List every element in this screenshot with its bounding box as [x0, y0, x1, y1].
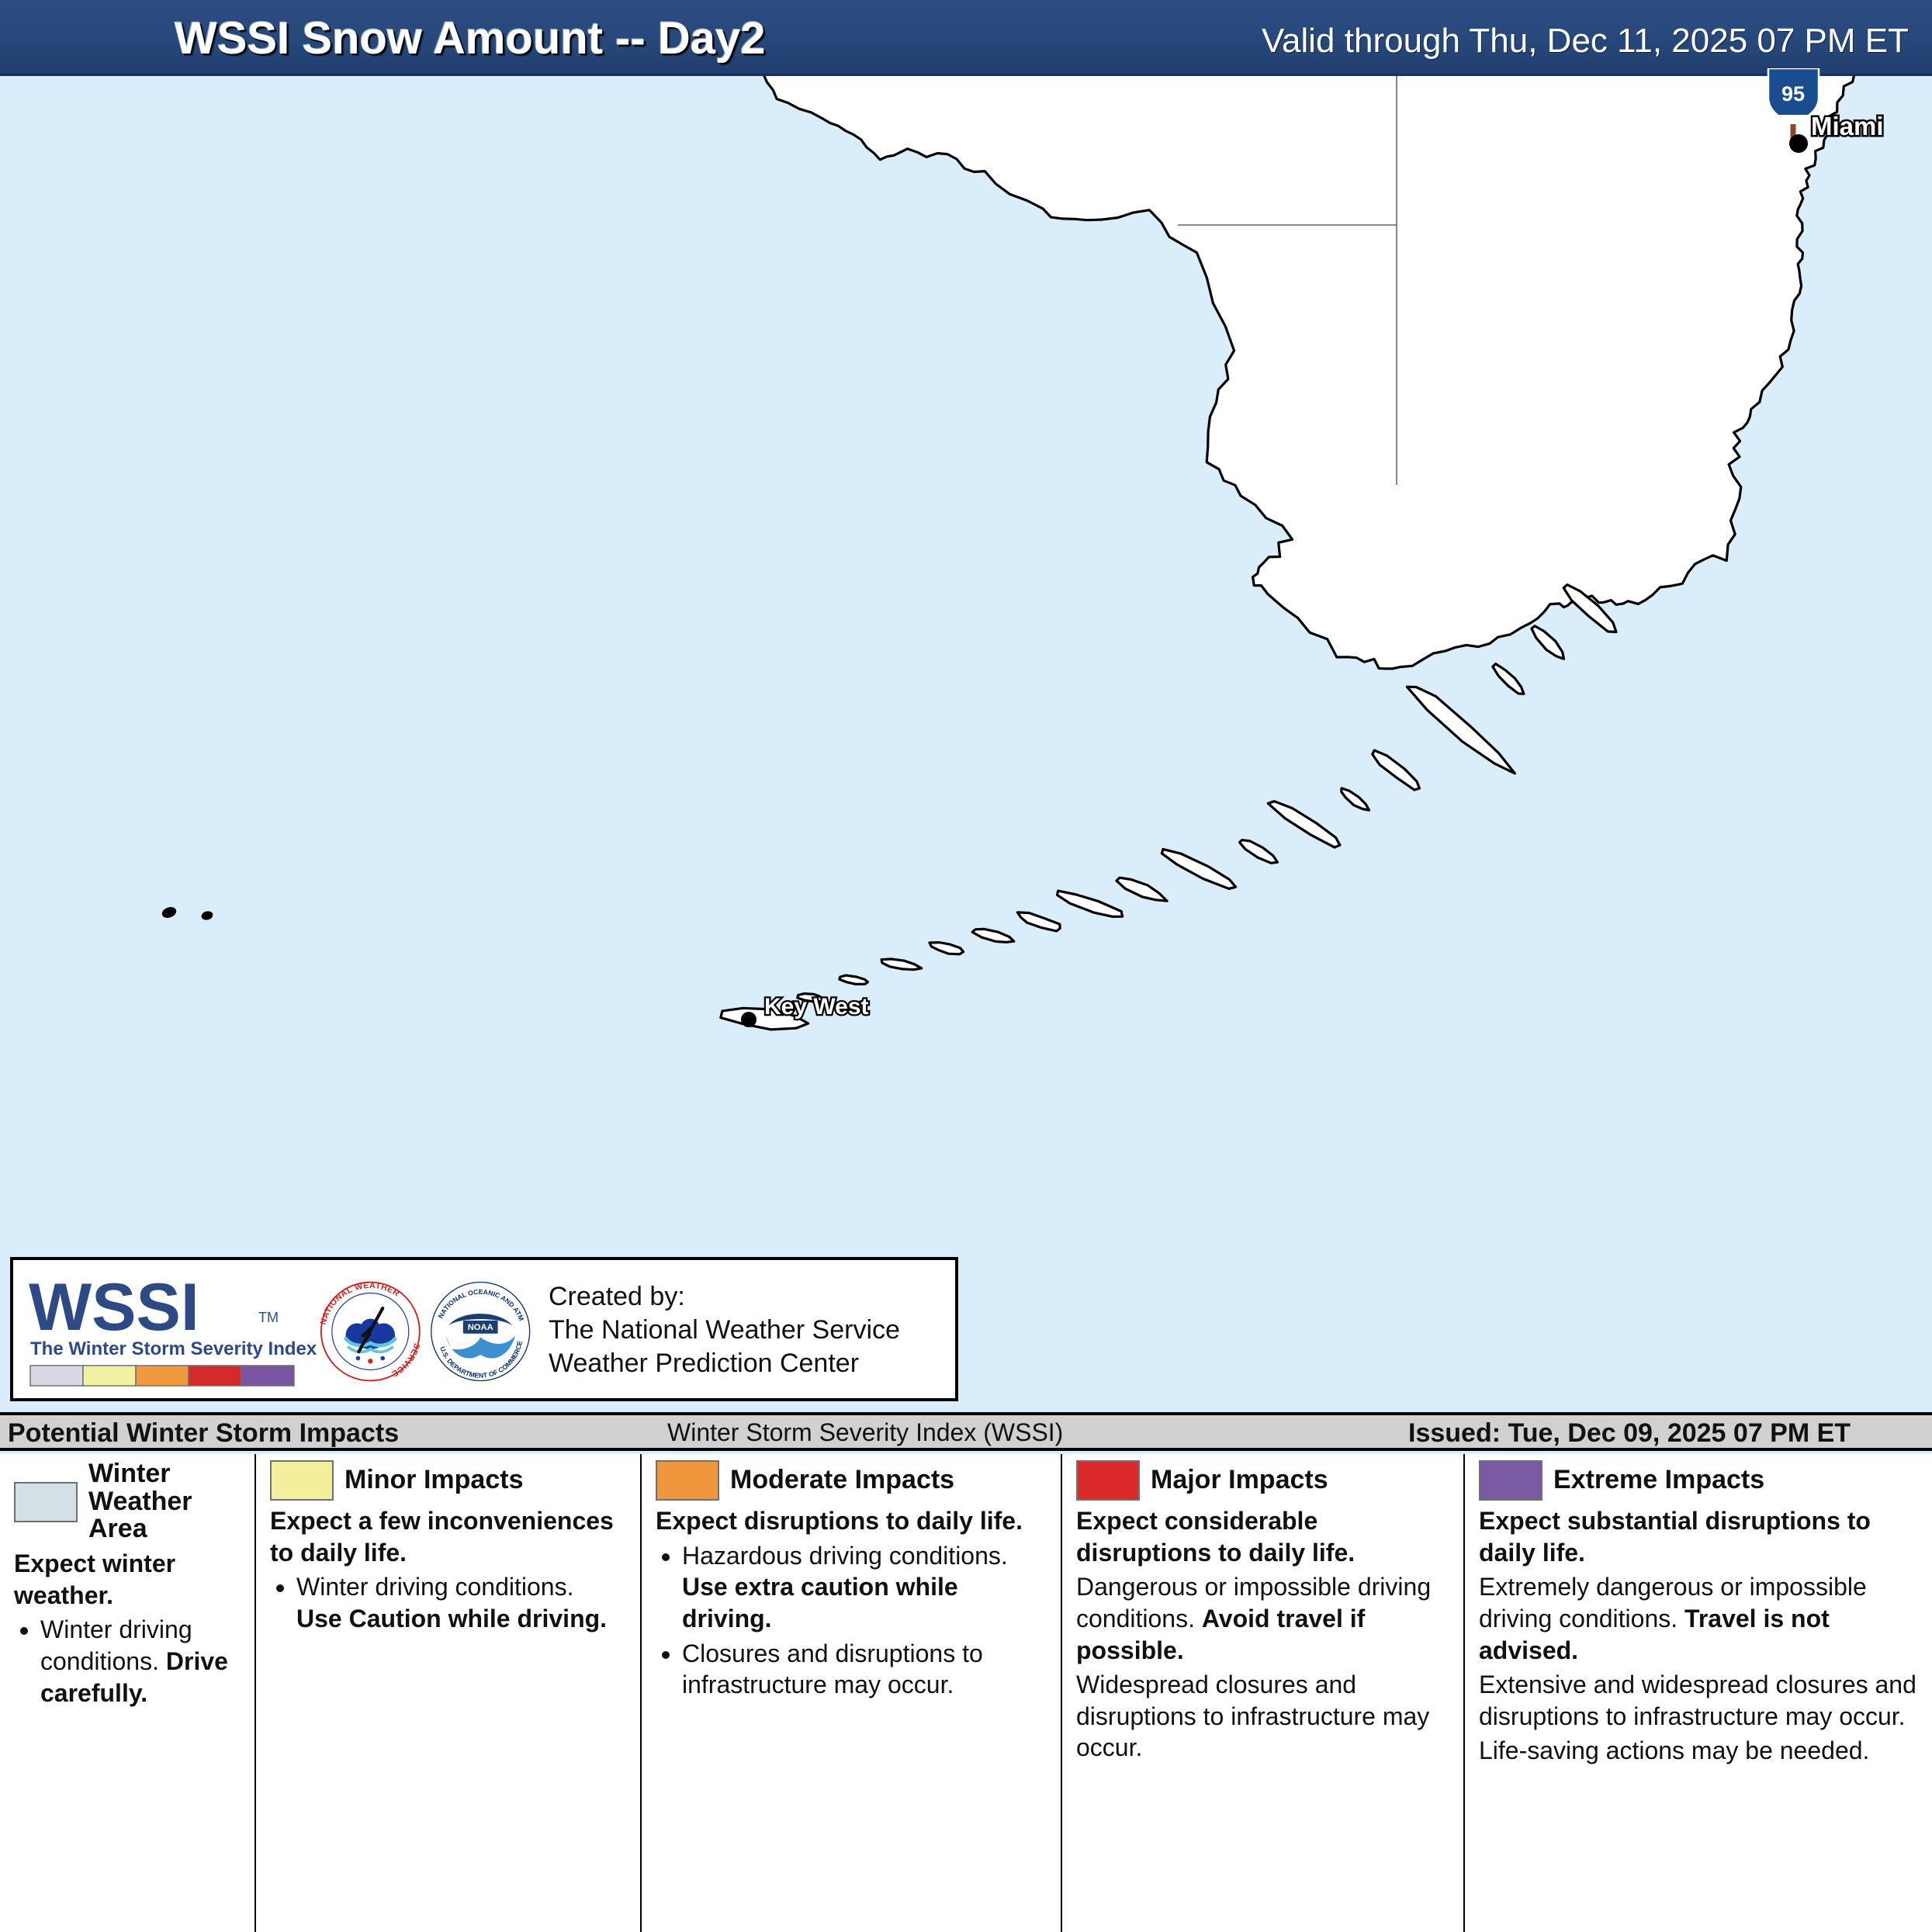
svg-text:TM: TM	[258, 1310, 279, 1325]
svg-text:Miami: Miami	[1811, 112, 1884, 140]
svg-text:The Winter Storm Severity Inde: The Winter Storm Severity Index	[30, 1338, 317, 1359]
svg-text:WSSI: WSSI	[29, 1271, 199, 1345]
svg-text:Key West: Key West	[764, 994, 869, 1020]
svg-text:95: 95	[1781, 82, 1805, 106]
svg-text:NOAA: NOAA	[468, 1323, 493, 1332]
